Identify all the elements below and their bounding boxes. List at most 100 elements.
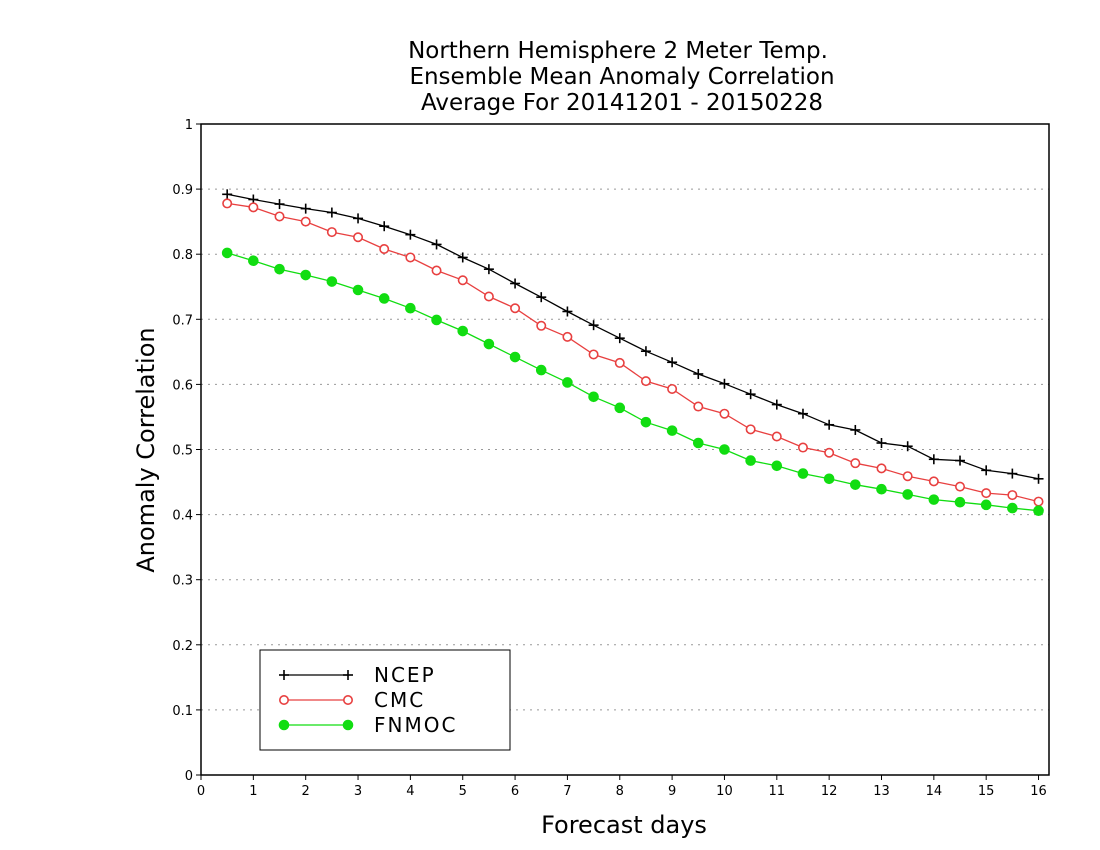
y-tick-label: 0.2 — [172, 639, 193, 654]
chart-title-line-3: Average For 20141201 - 20150228 — [421, 90, 823, 116]
x-tick-label: 8 — [616, 784, 624, 799]
x-tick-label: 13 — [873, 784, 890, 799]
x-tick-label: 2 — [302, 784, 310, 799]
data-point-fnmoc — [692, 437, 704, 449]
y-tick-label: 0.5 — [172, 444, 193, 459]
data-point-fnmoc — [562, 377, 573, 388]
data-point-ncep — [876, 437, 887, 448]
x-tick-label: 7 — [563, 784, 571, 799]
data-point-ncep — [614, 333, 625, 344]
x-tick-label: 1 — [249, 784, 257, 799]
data-point-ncep — [562, 306, 573, 317]
data-point-cmc — [222, 198, 233, 209]
data-point-fnmoc — [876, 483, 887, 495]
data-point-cmc — [326, 227, 337, 238]
data-point-fnmoc — [771, 460, 783, 472]
data-point-fnmoc — [274, 263, 285, 275]
x-tick-label: 10 — [716, 784, 733, 799]
data-point-ncep — [457, 252, 468, 263]
x-tick-label: 14 — [926, 784, 943, 799]
data-point-cmc — [457, 275, 468, 286]
legend-item-fnmoc: FNMOC — [278, 713, 455, 737]
data-point-cmc — [379, 243, 390, 254]
data-point-fnmoc — [797, 468, 809, 479]
data-point-fnmoc — [535, 364, 547, 376]
legend-marker-cmc — [278, 694, 289, 705]
data-point-cmc — [824, 447, 835, 458]
data-point-ncep — [222, 189, 233, 200]
data-point-ncep — [902, 441, 913, 452]
data-point-cmc — [1007, 490, 1018, 501]
data-point-ncep — [353, 213, 364, 224]
legend-marker-cmc — [342, 694, 353, 705]
data-point-ncep — [850, 424, 861, 435]
legend-item-ncep: NCEP — [279, 663, 434, 687]
y-tick-label: 0.9 — [172, 183, 193, 198]
data-point-fnmoc — [902, 489, 913, 500]
data-point-fnmoc — [352, 284, 364, 296]
data-point-ncep — [326, 207, 337, 218]
series-line-cmc — [227, 202, 1039, 503]
data-point-cmc — [771, 431, 782, 442]
data-point-cmc — [902, 471, 913, 482]
series-line-ncep — [227, 193, 1039, 480]
data-point-ncep — [1033, 473, 1044, 484]
x-tick-label: 16 — [1030, 784, 1047, 799]
data-point-ncep — [928, 454, 939, 465]
data-point-fnmoc — [745, 455, 756, 466]
data-point-cmc — [719, 408, 730, 419]
data-point-cmc — [300, 216, 311, 227]
data-point-cmc — [667, 383, 678, 394]
y-tick-label: 0.6 — [172, 378, 193, 393]
data-point-fnmoc — [954, 496, 966, 508]
data-point-fnmoc — [614, 402, 626, 414]
data-point-fnmoc — [326, 276, 338, 287]
legend-marker-fnmoc — [278, 719, 290, 731]
data-point-ncep — [431, 239, 442, 250]
data-point-ncep — [824, 419, 835, 430]
data-point-fnmoc — [300, 269, 311, 281]
x-tick-label: 3 — [354, 784, 362, 799]
data-point-cmc — [510, 303, 521, 314]
data-point-cmc — [536, 320, 547, 331]
data-point-fnmoc — [1033, 505, 1044, 516]
legend-item-cmc: CMC — [278, 688, 423, 712]
x-tick-label: 0 — [197, 784, 205, 799]
data-point-cmc — [614, 357, 625, 368]
x-tick-label: 9 — [668, 784, 676, 799]
data-point-cmc — [562, 331, 573, 342]
data-point-fnmoc — [666, 425, 678, 436]
data-point-ncep — [640, 346, 651, 357]
data-point-fnmoc — [483, 338, 495, 350]
y-tick-label: 0.7 — [172, 313, 193, 328]
data-point-fnmoc — [378, 293, 390, 304]
data-point-ncep — [274, 199, 285, 210]
data-point-ncep — [588, 320, 599, 331]
data-point-fnmoc — [457, 325, 469, 337]
data-point-cmc — [1033, 496, 1044, 507]
data-point-fnmoc — [405, 302, 416, 314]
data-point-cmc — [850, 458, 861, 469]
data-point-ncep — [797, 408, 808, 419]
data-point-cmc — [955, 481, 966, 492]
data-point-ncep — [379, 221, 390, 232]
y-tick-label: 0 — [185, 769, 193, 784]
series-ncep — [222, 189, 1044, 484]
y-tick-label: 0.8 — [172, 248, 193, 263]
data-point-ncep — [667, 357, 678, 368]
data-point-cmc — [876, 463, 887, 474]
series-fnmoc — [221, 247, 1044, 516]
data-point-fnmoc — [850, 479, 861, 490]
data-point-cmc — [353, 232, 364, 243]
data-point-fnmoc — [248, 255, 259, 267]
data-point-ncep — [483, 264, 494, 275]
legend-marker-ncep — [343, 670, 353, 680]
data-point-fnmoc — [509, 351, 521, 363]
legend-marker-fnmoc — [342, 719, 354, 731]
y-axis-label: Anomaly Correlation — [132, 327, 160, 572]
grid — [201, 188, 1049, 711]
data-point-ncep — [510, 278, 521, 289]
x-axis: 0 1 2 3 4 5 6 7 8 9 10 11 12 13 14 15 16 — [197, 775, 1047, 799]
